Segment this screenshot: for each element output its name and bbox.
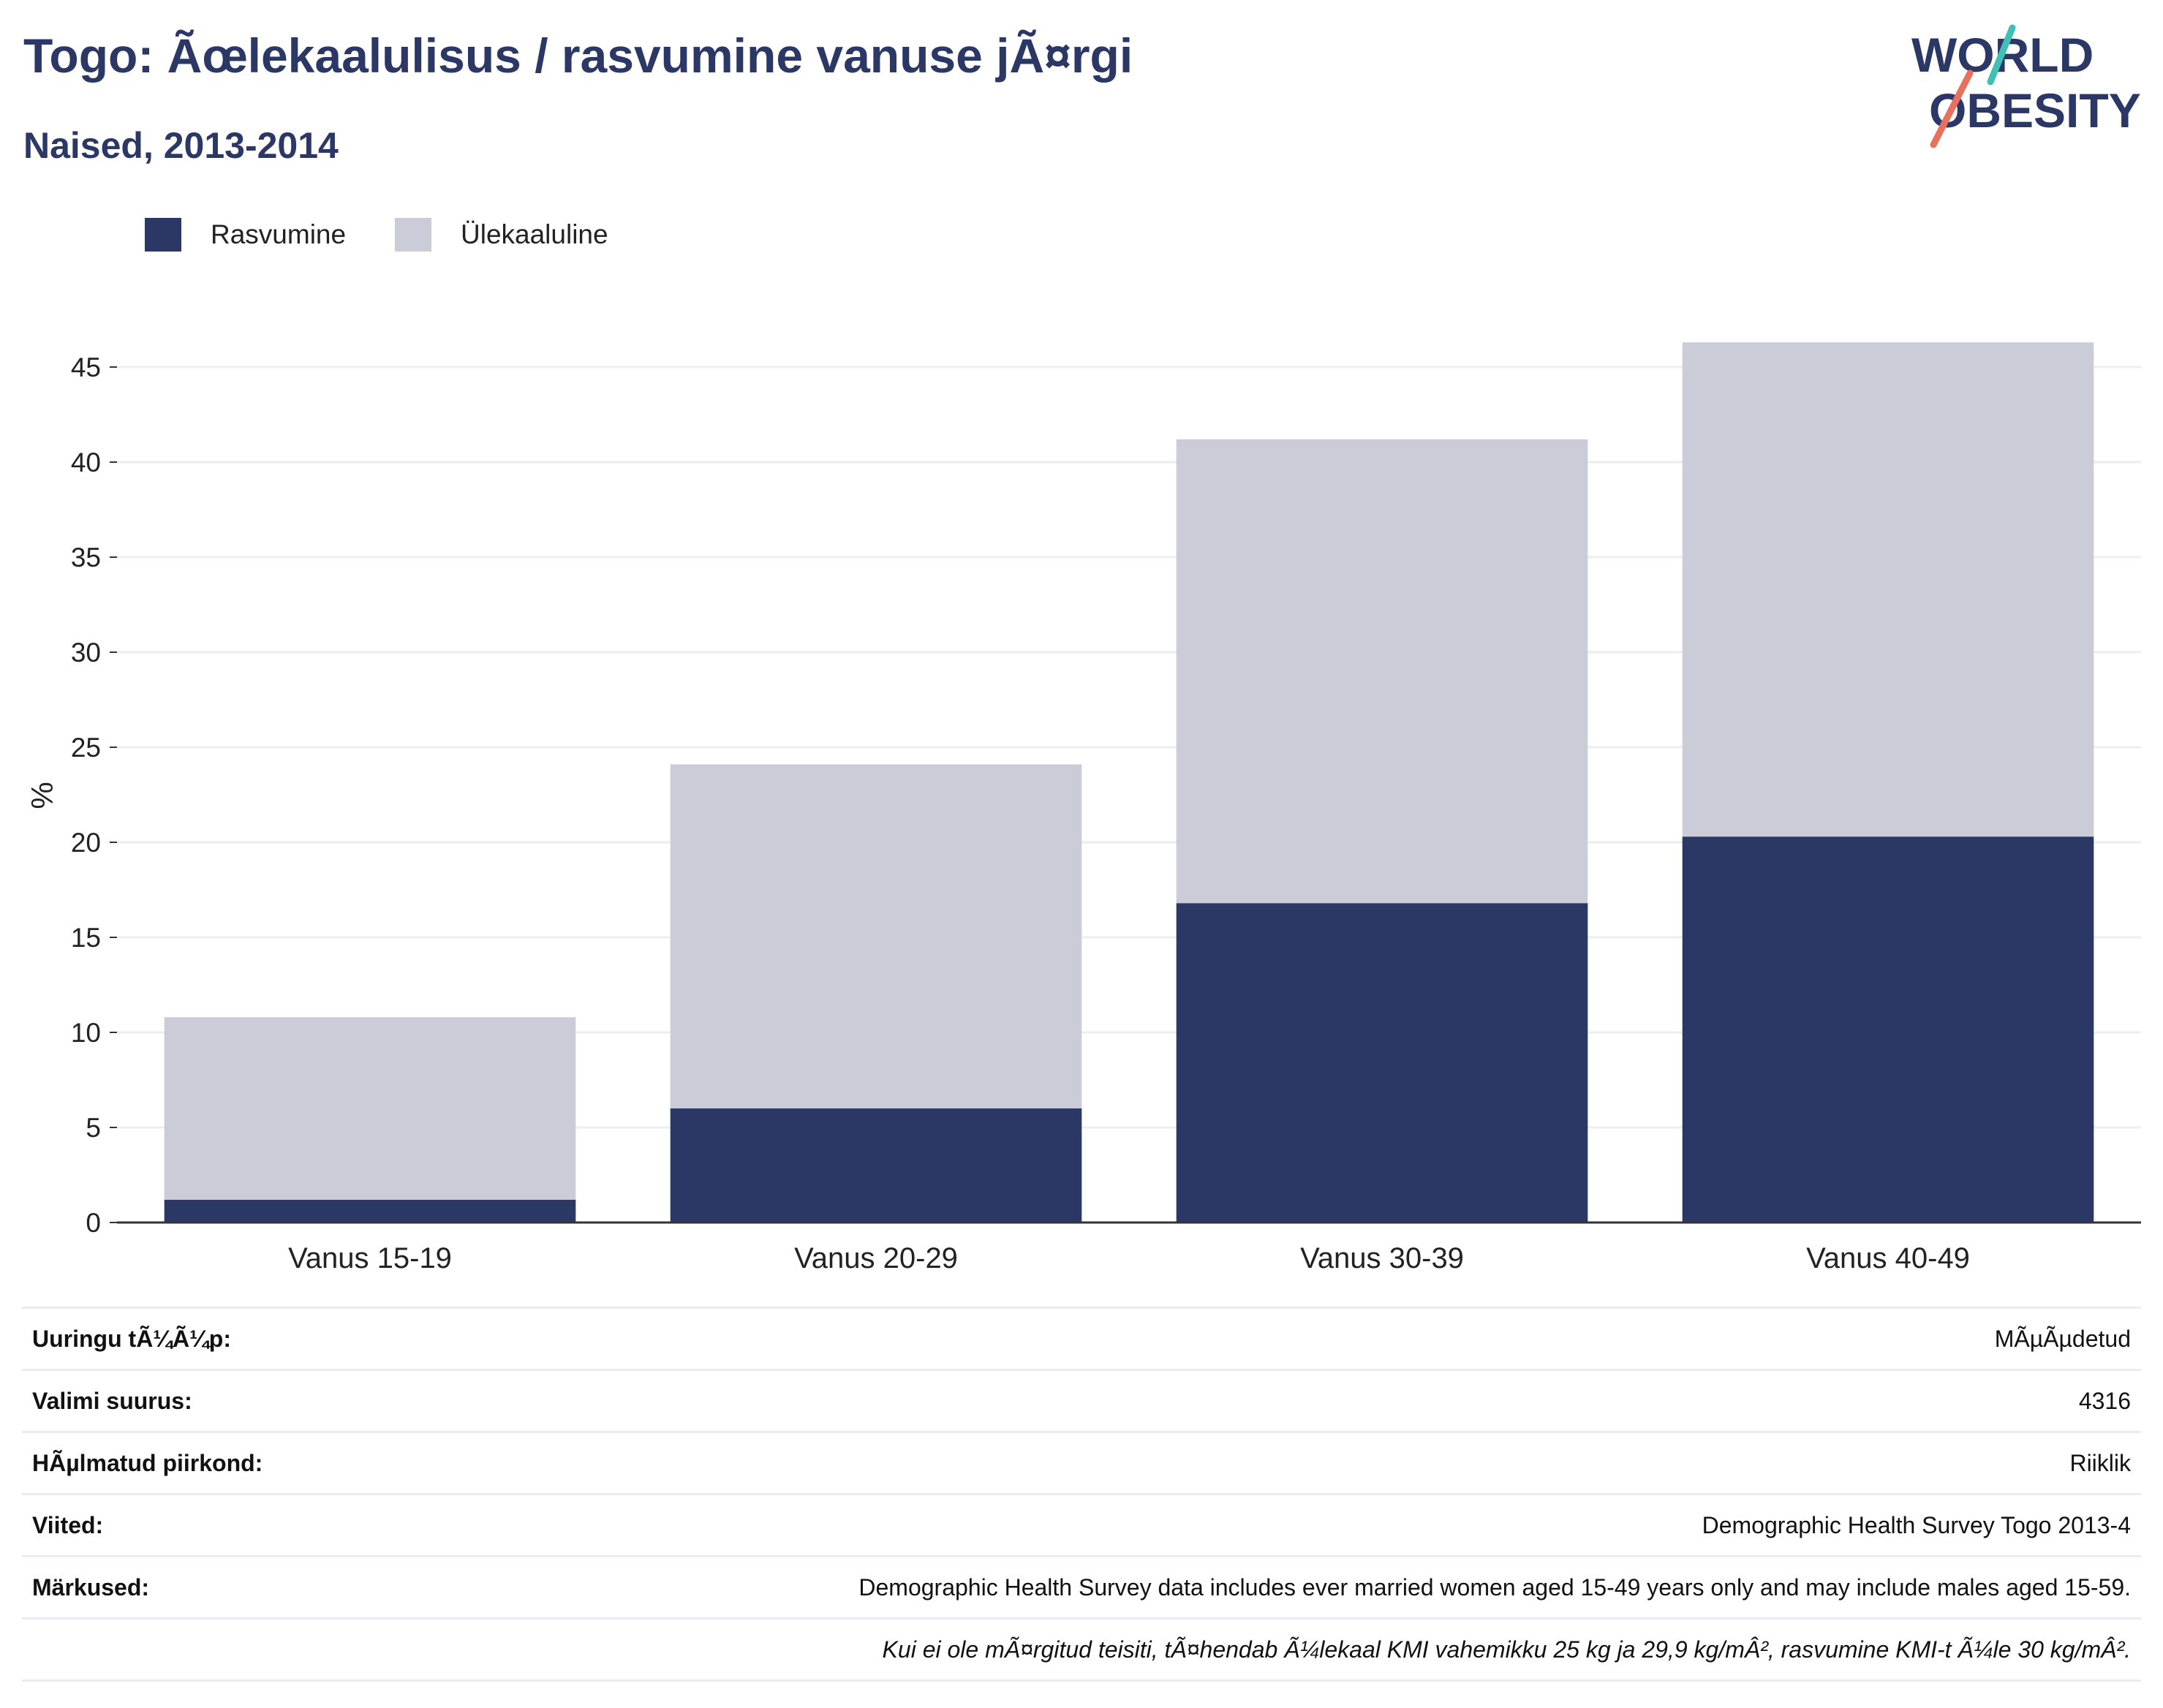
y-tick-label: 25 [71,733,101,763]
info-row: Viited: Demographic Health Survey Togo 20… [22,1493,2141,1557]
chart-subtitle: Naised, 2013-2014 [23,125,339,166]
y-tick-label: 10 [71,1018,101,1048]
bars [164,342,2094,1223]
y-axis-label: % [25,782,59,809]
y-tick-label: 5 [86,1113,101,1143]
logo-slash-coral [1930,69,1974,148]
x-tick-label: Vanus 20-29 [794,1242,958,1274]
stacked-bar-chart: 0 5 10 15 20 25 30 35 40 45 Vanus 15-19 Vanus 20-29… [25,342,2141,1274]
info-value: Kui ei ole mÃ¤rgitud teisiti, tÃ¤hendab … [335,1617,2141,1682]
info-row: HÃµlmatud piirkond: Riiklik [22,1431,2141,1494]
legend-label-overweight: Ülekaaluline [461,219,608,249]
info-value: MÃµÃµdetud [335,1307,2141,1370]
y-tick-label: 35 [71,543,101,573]
info-row: Kui ei ole mÃ¤rgitud teisiti, tÃ¤hendab … [22,1617,2141,1682]
info-value: Riiklik [335,1431,2141,1494]
info-value: 4316 [335,1369,2141,1432]
info-label: HÃµlmatud piirkond: [22,1431,335,1494]
logo-slash-teal [1987,24,2016,86]
legend-label-obesity: Rasvumine [211,219,347,249]
y-tick-label: 30 [71,638,101,668]
x-tick-label: Vanus 15-19 [288,1242,452,1274]
logo-word-obesity: OBESITY [1929,83,2141,137]
info-label: Viited: [22,1493,335,1557]
chart-title: Togo: Ãœlekaalulisus / rasvumine vanuse … [23,29,1133,83]
info-label: Uuringu tÃ¼Ã¼p: [22,1307,335,1370]
y-tick-label: 45 [71,352,101,382]
survey-info-table: Uuringu tÃ¼Ã¼p: MÃµÃµdetud Valimi suurus: 4… [22,1307,2141,1682]
bar-overweight [1176,439,1588,904]
bar-obesity [670,1108,1082,1223]
info-label: Valimi suurus: [22,1369,335,1432]
info-label [22,1617,335,1682]
axes: 0 5 10 15 20 25 30 35 40 45 Vanus 15-19 Vanus 20-29… [71,352,2141,1274]
info-row: Valimi suurus: 4316 [22,1369,2141,1432]
info-value: Demographic Health Survey Togo 2013-4 [335,1493,2141,1557]
x-tick-label: Vanus 40-49 [1806,1242,1970,1274]
bar-overweight [1682,342,2094,837]
bar-overweight [670,764,1082,1108]
world-obesity-logo: WORLD OBESITY [1911,24,2141,148]
bar-obesity [164,1199,576,1223]
info-row: Uuringu tÃ¼Ã¼p: MÃµÃµdetud [22,1307,2141,1370]
info-row: Märkused: Demographic Health Survey data … [22,1555,2141,1619]
y-tick-label: 20 [71,828,101,858]
info-label: Märkused: [22,1555,335,1619]
y-tick-label: 40 [71,447,101,477]
x-tick-label: Vanus 30-39 [1300,1242,1464,1274]
y-tick-label: 0 [86,1208,101,1238]
legend-swatch-obesity [145,218,181,252]
info-value: Demographic Health Survey data includes … [335,1555,2141,1619]
y-tick-label: 15 [71,923,101,953]
bar-obesity [1176,903,1588,1223]
bar-overweight [164,1017,576,1200]
legend-swatch-overweight [395,218,431,252]
bar-obesity [1682,836,2094,1223]
